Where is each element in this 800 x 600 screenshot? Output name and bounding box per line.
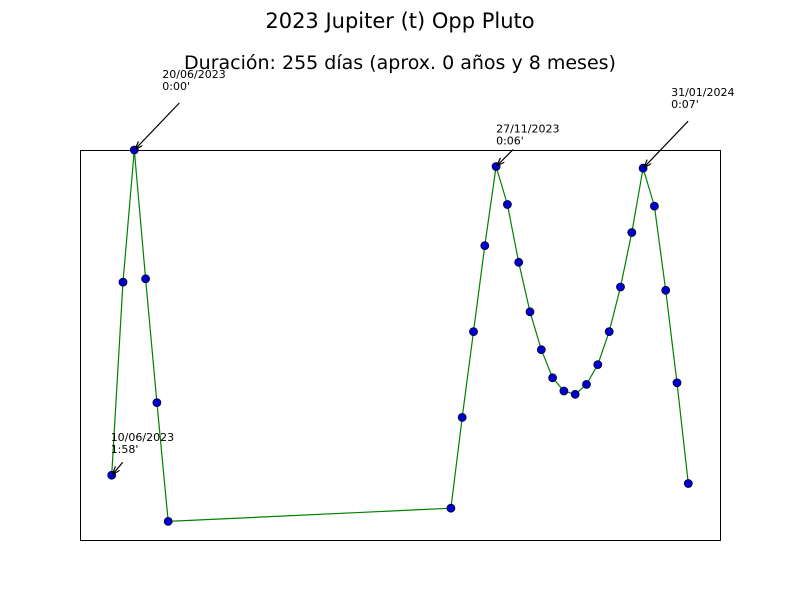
data-point (446, 503, 456, 513)
annotation: 27/11/2023 0:06' (496, 123, 560, 166)
data-point (616, 282, 625, 292)
data-point (525, 307, 535, 317)
data-point (469, 327, 478, 337)
data-point (548, 373, 557, 383)
annotation: 20/06/2023 0:00' (136, 68, 226, 149)
data-point (152, 398, 162, 408)
data-point (141, 274, 151, 284)
plot-area (80, 150, 721, 541)
annotation-layer: 10/06/2023 1:58' 20/06/2023 0:00' 27/11/2023… (111, 68, 735, 474)
series-layer (107, 145, 693, 526)
annotation-label: 27/11/2023 0:06' (496, 123, 559, 148)
data-point (502, 200, 512, 209)
annotation-arrow (645, 120, 689, 167)
annotation: 31/01/2024 0:07' (645, 86, 735, 167)
data-point (514, 257, 524, 267)
data-point (118, 277, 128, 287)
data-point (683, 479, 693, 488)
chart-title: 2023 Jupiter (t) Opp Pluto (265, 9, 534, 33)
data-point (604, 327, 614, 337)
annotation: 10/06/2023 1:58' (111, 431, 174, 474)
chart-subtitle: Duración: 255 días (aprox. 0 años y 8 me… (184, 52, 616, 74)
annotation-arrow (136, 102, 180, 149)
data-point (559, 386, 569, 396)
data-point (480, 241, 490, 251)
series-line (111, 149, 689, 523)
annotation-label: 10/06/2023 1:58' (111, 431, 174, 456)
data-point (457, 412, 467, 422)
data-point (661, 285, 671, 295)
data-point (163, 517, 173, 526)
data-point (582, 379, 591, 389)
data-point (593, 360, 603, 370)
annotation-arrow (498, 149, 514, 166)
data-point (672, 378, 682, 388)
data-point (650, 201, 659, 211)
annotation-label: 20/06/2023 0:00' (162, 68, 225, 93)
data-point (627, 228, 637, 237)
annotation-arrow (113, 461, 124, 474)
data-point (536, 345, 546, 355)
data-point (570, 389, 580, 399)
annotation-label: 31/01/2024 0:07' (671, 86, 734, 111)
